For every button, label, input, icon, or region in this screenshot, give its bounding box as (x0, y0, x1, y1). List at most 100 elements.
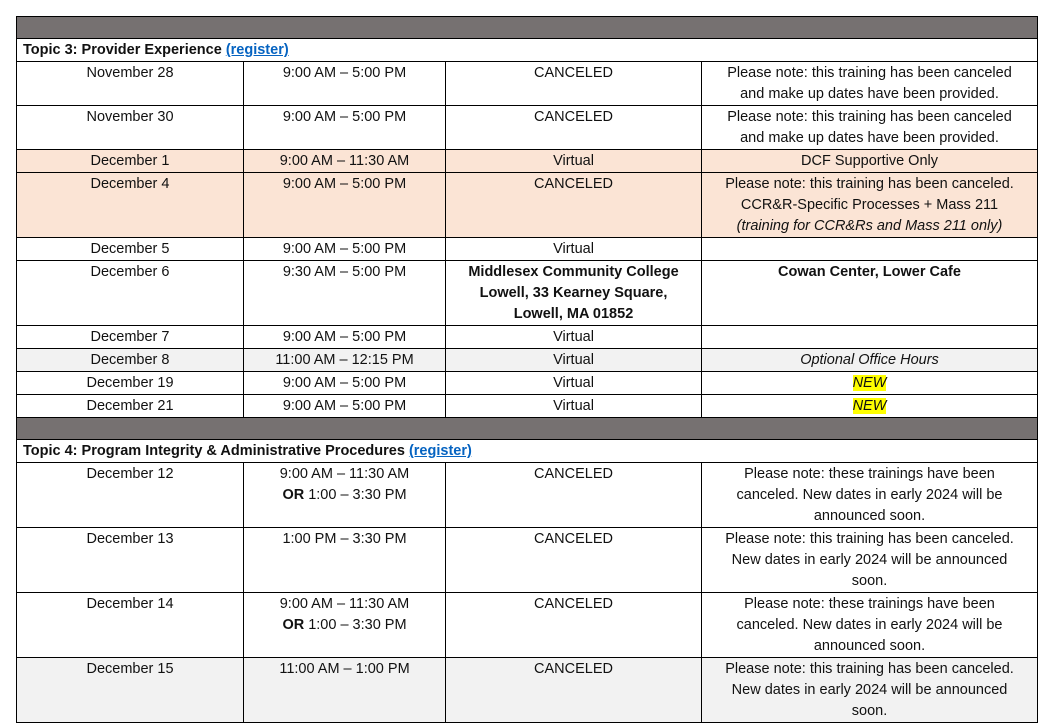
register-link[interactable]: (register) (408, 443, 472, 459)
cell-line: soon. (706, 701, 1033, 722)
cell-text: canceled. New dates in early 2024 will b… (736, 487, 1003, 503)
cell-text: CANCELED (534, 109, 613, 125)
cell-line: OR 1:00 – 3:30 PM (248, 485, 441, 506)
cell-text: CCR&R-Specific Processes + Mass 211 (740, 197, 999, 213)
location-cell: Virtual (445, 149, 702, 173)
cell-line: Middlesex Community College (450, 262, 697, 283)
cell-text: 9:00 AM – 5:00 PM (282, 329, 407, 345)
cell-line: Please note: these trainings have been (706, 594, 1033, 615)
location-cell: CANCELED (445, 61, 702, 106)
divider-cell (16, 16, 1038, 39)
cell-text: announced soon. (813, 638, 926, 654)
cell-text: November 28 (86, 65, 174, 81)
cell-text: December 15 (86, 661, 174, 677)
cell-text: Please note: this training has been canc… (727, 65, 1012, 81)
cell-text: December 12 (86, 466, 174, 482)
cell-line: announced soon. (706, 636, 1033, 657)
time-cell: 9:00 AM – 5:00 PM (243, 325, 446, 349)
topic-title: Topic 4: Program Integrity & Administrat… (23, 443, 405, 459)
time-cell: 1:00 PM – 3:30 PM (243, 527, 446, 593)
cell-line: December 13 (21, 529, 239, 550)
session-row: December 7 9:00 AM – 5:00 PM Virtual (16, 325, 1038, 349)
date-cell: December 14 (16, 592, 244, 658)
cell-line: NEW (706, 373, 1033, 394)
cell-text: November 30 (86, 109, 174, 125)
cell-text: Virtual (553, 153, 594, 169)
cell-line: 9:00 AM – 11:30 AM (248, 151, 441, 172)
date-cell: December 12 (16, 462, 244, 528)
session-row: December 12 9:00 AM – 11:30 AM OR 1:00 – 3… (16, 462, 1038, 528)
notes-cell (701, 325, 1038, 349)
cell-text: Virtual (553, 241, 594, 257)
cell-text: December 8 (90, 352, 170, 368)
date-cell: December 4 (16, 172, 244, 238)
notes-cell: Cowan Center, Lower Cafe (701, 260, 1038, 326)
cell-line: Virtual (450, 396, 697, 417)
cell-line: 9:00 AM – 5:00 PM (248, 327, 441, 348)
time-cell: 9:00 AM – 5:00 PM (243, 394, 446, 418)
cell-line: NEW (706, 396, 1033, 417)
cell-line: 11:00 AM – 12:15 PM (248, 350, 441, 371)
date-cell: December 1 (16, 149, 244, 173)
cell-text: 9:30 AM – 5:00 PM (282, 264, 407, 280)
cell-text: Please note: these trainings have been (744, 466, 995, 482)
cell-line: Virtual (450, 151, 697, 172)
cell-text: CANCELED (534, 596, 613, 612)
cell-line: Please note: this training has been canc… (706, 107, 1033, 128)
cell-line: 9:00 AM – 5:00 PM (248, 174, 441, 195)
cell-line: December 12 (21, 464, 239, 485)
cell-line: 9:00 AM – 5:00 PM (248, 373, 441, 394)
cell-text: 9:00 AM – 5:00 PM (282, 375, 407, 391)
session-row: December 19 9:00 AM – 5:00 PM Virtual NEW (16, 371, 1038, 395)
session-row: December 13 1:00 PM – 3:30 PM CANCELED Plea… (16, 527, 1038, 593)
cell-text: December 6 (90, 264, 170, 280)
cell-line: New dates in early 2024 will be announce… (706, 680, 1033, 701)
cell-text: announced soon. (813, 508, 926, 524)
cell-text: Please note: this training has been canc… (725, 661, 1014, 677)
notes-cell: NEW (701, 394, 1038, 418)
cell-line: announced soon. (706, 506, 1033, 527)
cell-line: CANCELED (450, 659, 697, 680)
cell-line: December 14 (21, 594, 239, 615)
cell-line: CANCELED (450, 63, 697, 84)
time-cell: 9:00 AM – 11:30 AM OR 1:00 – 3:30 PM (243, 592, 446, 658)
cell-text: Optional Office Hours (800, 352, 939, 368)
cell-text: 9:00 AM – 5:00 PM (282, 241, 407, 257)
session-row: November 28 9:00 AM – 5:00 PM CANCELED Plea… (16, 61, 1038, 106)
date-cell: December 21 (16, 394, 244, 418)
cell-line: Cowan Center, Lower Cafe (706, 262, 1033, 283)
cell-line: 9:00 AM – 5:00 PM (248, 107, 441, 128)
cell-line: Optional Office Hours (706, 350, 1033, 371)
cell-line: Please note: this training has been canc… (706, 659, 1033, 680)
cell-line: 9:00 AM – 5:00 PM (248, 239, 441, 260)
topic-header: Topic 4: Program Integrity & Administrat… (16, 439, 1038, 463)
cell-text: Middlesex Community College (468, 264, 679, 280)
cell-text: Virtual (553, 352, 594, 368)
cell-line: and make up dates have been provided. (706, 128, 1033, 149)
time-cell: 9:30 AM – 5:00 PM (243, 260, 446, 326)
cell-text: and make up dates have been provided. (740, 130, 999, 146)
cell-text: CANCELED (534, 466, 613, 482)
training-schedule-table: Topic 3: Provider Experience (register) N… (16, 16, 1038, 723)
cell-line: CANCELED (450, 464, 697, 485)
notes-cell: DCF Supportive Only (701, 149, 1038, 173)
cell-line: 9:30 AM – 5:00 PM (248, 262, 441, 283)
cell-text: December 4 (90, 176, 170, 192)
location-cell: Virtual (445, 325, 702, 349)
cell-text: 1:00 – 3:30 PM (304, 487, 407, 503)
cell-line: (training for CCR&Rs and Mass 211 only) (706, 216, 1033, 237)
cell-line: Virtual (450, 373, 697, 394)
cell-text: Lowell, 33 Kearney Square, (479, 285, 668, 301)
cell-text: OR (282, 487, 305, 503)
cell-text: Please note: this training has been canc… (725, 176, 1014, 192)
cell-line: December 21 (21, 396, 239, 417)
register-link[interactable]: (register) (225, 42, 289, 58)
topic-header-row: Topic 4: Program Integrity & Administrat… (16, 439, 1038, 463)
notes-cell: Please note: this training has been canc… (701, 172, 1038, 238)
cell-line: OR 1:00 – 3:30 PM (248, 615, 441, 636)
cell-line: December 8 (21, 350, 239, 371)
location-cell: CANCELED (445, 462, 702, 528)
cell-text: New dates in early 2024 will be announce… (731, 682, 1008, 698)
cell-line: December 7 (21, 327, 239, 348)
location-cell: CANCELED (445, 172, 702, 238)
